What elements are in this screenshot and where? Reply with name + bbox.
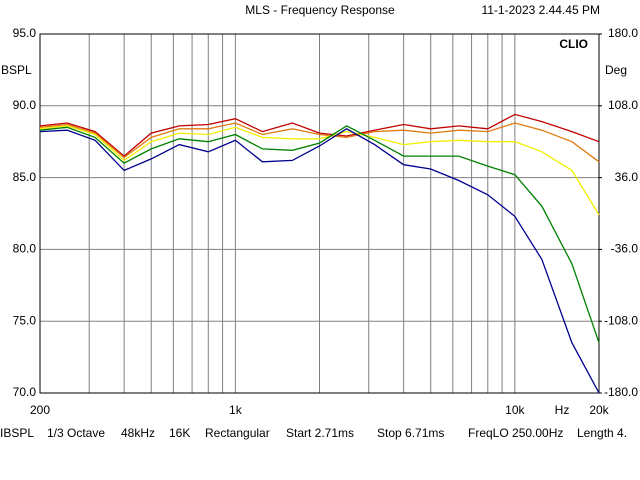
- chart-title: MLS - Frequency Response: [245, 3, 395, 17]
- y2-axis-label: Deg: [605, 63, 627, 77]
- status-item: 48kHz: [121, 426, 155, 440]
- y-tick-label: 85.0: [13, 170, 37, 184]
- y-tick-label: 70.0: [13, 385, 37, 399]
- series-line: [39, 113, 600, 157]
- status-item: Start 2.71ms: [286, 426, 354, 440]
- status-item: 16K: [169, 426, 190, 440]
- y2-tick-label: 180.0: [608, 26, 638, 40]
- status-item: Length 4.: [577, 426, 627, 440]
- status-item: FreqLO 250.00Hz: [468, 426, 563, 440]
- y2-tick-label: -108.0: [604, 313, 638, 327]
- y2-tick-label: -180.0: [604, 385, 638, 399]
- y-tick-label: 90.0: [13, 98, 37, 112]
- y2-tick-label: 108.0: [608, 98, 638, 112]
- series-line: [39, 122, 600, 163]
- status-item: Stop 6.71ms: [377, 426, 444, 440]
- y2-tick-label: -36.0: [611, 242, 639, 256]
- series-line: [39, 125, 600, 343]
- timestamp: 11-1-2023 2.44.45 PM: [481, 3, 600, 17]
- y-tick-label: 95.0: [13, 26, 37, 40]
- series-line: [39, 128, 600, 394]
- brand: CLIO: [559, 37, 588, 51]
- y-tick-label: 80.0: [13, 242, 37, 256]
- y-axis-label: BSPL: [1, 63, 32, 77]
- status-item: IBSPL: [0, 426, 34, 440]
- plot-frame: [39, 33, 600, 394]
- series-line: [39, 125, 600, 216]
- x-tick-label: 1k: [229, 403, 243, 417]
- x-tick-label: 10k: [505, 403, 525, 417]
- status-item: 1/3 Octave: [47, 426, 105, 440]
- y-tick-label: 75.0: [13, 313, 37, 327]
- x-axis-label: Hz: [555, 403, 570, 417]
- y2-tick-label: 36.0: [615, 170, 639, 184]
- status-item: Rectangular: [205, 426, 270, 440]
- x-tick-label: 200: [30, 403, 50, 417]
- x-tick-label: 20k: [589, 403, 609, 417]
